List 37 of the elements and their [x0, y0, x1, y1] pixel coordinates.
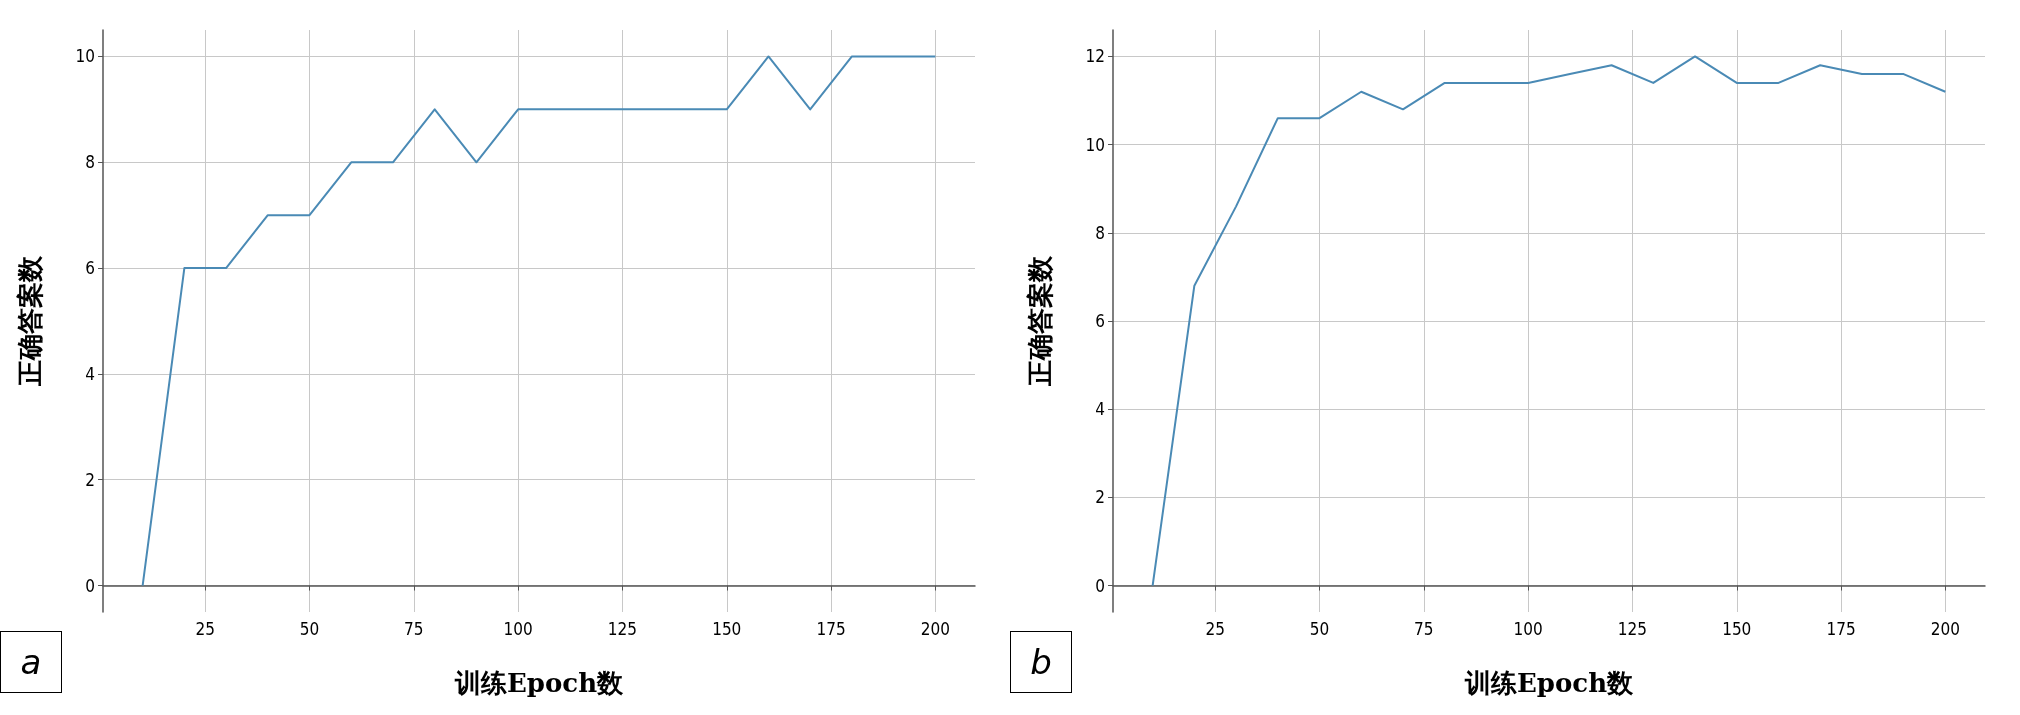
x-tick-label: 50: [1309, 618, 1330, 639]
x-tick-label: 150: [712, 618, 742, 639]
y-tick-label: 10: [75, 46, 95, 67]
x-axis-title: 训练Epoch数: [453, 668, 625, 698]
x-tick-label: 125: [1617, 618, 1648, 639]
x-tick-label: 100: [503, 618, 533, 639]
x-tick-label: 125: [607, 618, 638, 639]
y-tick-label: 2: [1095, 487, 1105, 508]
x-tick-label: 25: [195, 618, 215, 639]
y-tick-label: 2: [85, 469, 95, 490]
x-tick-label: 25: [1205, 618, 1225, 639]
y-axis-title: 正确答案数: [1025, 255, 1055, 387]
x-tick-label: 100: [1513, 618, 1543, 639]
y-tick-label: 10: [1085, 134, 1105, 155]
x-axis-title: 训练Epoch数: [1463, 668, 1635, 698]
y-axis-title: 正确答案数: [15, 255, 45, 387]
text: b: [1010, 631, 1072, 693]
y-tick-label: 12: [1085, 46, 1105, 67]
text: a: [0, 631, 62, 693]
y-tick-label: 8: [1095, 222, 1105, 243]
y-tick-label: 4: [85, 363, 95, 384]
x-tick-label: 150: [1722, 618, 1752, 639]
y-tick-label: 4: [1095, 399, 1105, 420]
line-series: [141, 55, 937, 587]
x-tick-label: 75: [404, 618, 424, 639]
x-tick-label: 200: [920, 618, 950, 639]
y-tick-label: 0: [1095, 575, 1105, 596]
x-tick-label: 175: [816, 618, 846, 639]
y-tick-label: 8: [85, 152, 95, 173]
x-tick-label: 75: [1414, 618, 1434, 639]
x-tick-label: 50: [299, 618, 320, 639]
line-series: [1151, 55, 1947, 587]
x-tick-label: 175: [1826, 618, 1856, 639]
y-tick-label: 0: [85, 575, 95, 596]
y-tick-label: 6: [85, 258, 95, 279]
y-tick-label: 6: [1095, 311, 1105, 331]
x-tick-label: 200: [1930, 618, 1960, 639]
